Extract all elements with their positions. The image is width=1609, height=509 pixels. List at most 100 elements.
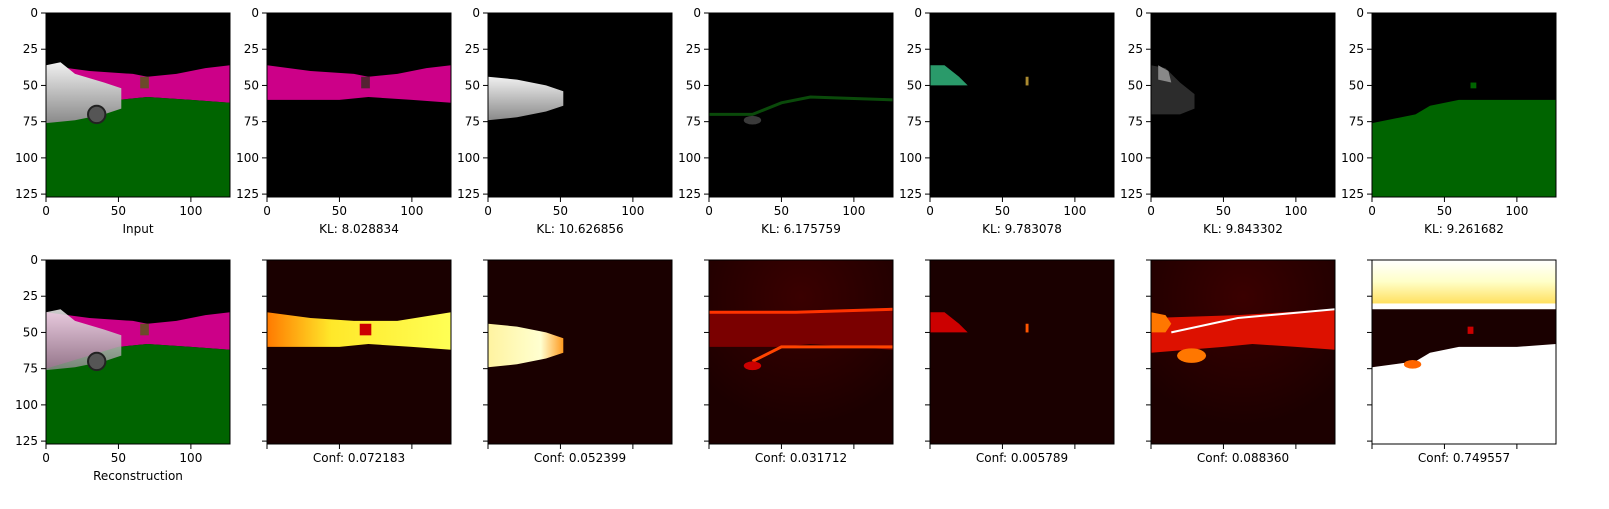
y-tick-label: 75 — [244, 115, 259, 129]
panel-r1-c4: 0 50 100 0 25 50 75 100 125 KL: 6.175759 — [678, 6, 894, 236]
x-tick-label: 50 — [774, 204, 789, 218]
y-tick-label: 50 — [1349, 78, 1364, 92]
scene-wheel — [87, 351, 107, 372]
mask-object — [1467, 326, 1474, 334]
mask-top-region — [1372, 260, 1556, 304]
mask-blob — [1403, 359, 1422, 369]
y-tick-label: 0 — [1135, 6, 1143, 20]
panel-caption: KL: 9.843302 — [1203, 222, 1283, 236]
axes-frame — [708, 259, 894, 445]
y-tick-label: 125 — [15, 434, 38, 448]
axes-frame — [45, 259, 231, 445]
mask-edge-lower — [751, 345, 893, 363]
y-tick-label: 0 — [30, 6, 38, 20]
image-background — [267, 13, 451, 197]
image-background — [709, 13, 893, 197]
slot-car-front — [930, 65, 968, 86]
axes-frame — [45, 12, 231, 198]
y-tick-label: 25 — [23, 289, 38, 303]
x-tick-label: 50 — [1216, 204, 1231, 218]
x-tick-label: 50 — [111, 451, 126, 465]
y-tick-label: 50 — [1128, 78, 1143, 92]
panel-caption: KL: 10.626856 — [536, 222, 623, 236]
y-tick-label: 0 — [251, 6, 259, 20]
x-tick-label: 100 — [1284, 204, 1307, 218]
x-tick-label: 0 — [1368, 204, 1376, 218]
mask-object — [359, 323, 372, 336]
mask-road-region — [267, 312, 451, 350]
panel-caption: Conf: 0.088360 — [1197, 451, 1289, 465]
axes-frame — [708, 12, 894, 198]
panel-r1-c6: 0 50 100 0 25 50 75 100 125 KL: 9.843302 — [1120, 6, 1336, 236]
panel-image — [267, 13, 451, 197]
x-tick-label: 50 — [1437, 204, 1452, 218]
y-tick-label: 100 — [15, 398, 38, 412]
slot-object — [1025, 76, 1029, 86]
panel-image — [1151, 260, 1335, 444]
scene-object — [140, 76, 149, 89]
panel-image — [46, 13, 230, 197]
y-tick-label: 100 — [457, 151, 480, 165]
y-tick-label: 125 — [678, 187, 701, 201]
slot-object — [1470, 82, 1477, 89]
y-tick-label: 75 — [1349, 115, 1364, 129]
panel-r2-c1: 0 50 100 0 25 50 75 100 125 Reconstruction — [15, 253, 231, 483]
slot-faint-blob — [743, 115, 762, 125]
y-tick-label: 125 — [15, 187, 38, 201]
y-tick-label: 50 — [465, 78, 480, 92]
panel-image — [1151, 13, 1335, 197]
y-tick-label: 25 — [465, 42, 480, 56]
panel-caption: KL: 9.783078 — [982, 222, 1062, 236]
panel-image — [488, 13, 672, 197]
y-tick-label: 50 — [23, 78, 38, 92]
x-tick-label: 50 — [111, 204, 126, 218]
y-tick-label: 100 — [1120, 151, 1143, 165]
panel-r1-c5: 0 50 100 0 25 50 75 100 125 KL: 9.783078 — [899, 6, 1115, 236]
image-background — [930, 13, 1114, 197]
y-tick-label: 0 — [914, 6, 922, 20]
x-tick-label: 100 — [179, 451, 202, 465]
x-tick-label: 50 — [553, 204, 568, 218]
x-tick-label: 0 — [1147, 204, 1155, 218]
panel-caption: Conf: 0.052399 — [534, 451, 626, 465]
panel-caption: KL: 8.028834 — [319, 222, 399, 236]
y-tick-label: 100 — [899, 151, 922, 165]
x-tick-label: 0 — [705, 204, 713, 218]
panel-caption: Conf: 0.031712 — [755, 451, 847, 465]
panel-image — [930, 13, 1114, 197]
y-tick-label: 0 — [30, 253, 38, 267]
y-tick-label: 125 — [457, 187, 480, 201]
axes-frame — [487, 259, 673, 445]
mask-car-region — [488, 323, 564, 368]
mask-edge — [1171, 308, 1335, 334]
panel-caption: Conf: 0.749557 — [1418, 451, 1510, 465]
panel-image — [1372, 13, 1556, 197]
image-background — [1151, 260, 1335, 444]
axes-frame — [929, 12, 1115, 198]
mask-road-region — [1151, 309, 1335, 353]
y-tick-label: 25 — [686, 42, 701, 56]
panel-caption: Conf: 0.072183 — [313, 451, 405, 465]
mask-object — [1025, 323, 1029, 333]
panel-caption: KL: 9.261682 — [1424, 222, 1504, 236]
panel-caption: KL: 6.175759 — [761, 222, 841, 236]
x-tick-label: 0 — [42, 451, 50, 465]
axes-frame — [929, 259, 1115, 445]
y-tick-label: 75 — [686, 115, 701, 129]
y-tick-label: 25 — [1128, 42, 1143, 56]
panel-r2-c4: Conf: 0.031712 — [704, 259, 894, 465]
y-tick-label: 25 — [244, 42, 259, 56]
x-tick-label: 100 — [1505, 204, 1528, 218]
panel-r1-c1: 0 50 100 0 25 50 75 100 125 Input — [15, 6, 231, 236]
image-background — [709, 260, 893, 444]
image-background — [267, 260, 451, 444]
y-tick-label: 50 — [244, 78, 259, 92]
y-tick-label: 50 — [686, 78, 701, 92]
panel-image — [267, 260, 451, 444]
y-tick-label: 0 — [693, 6, 701, 20]
y-tick-label: 25 — [1349, 42, 1364, 56]
mask-car-front — [930, 312, 968, 333]
scene-object — [140, 323, 149, 336]
scene-wheel — [87, 104, 107, 125]
x-tick-label: 0 — [484, 204, 492, 218]
